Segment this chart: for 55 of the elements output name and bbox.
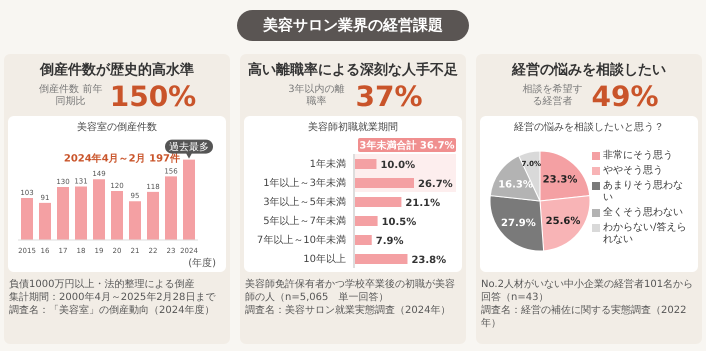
legend-label: 全くそう思わない <box>603 206 683 218</box>
text: 調査名：経営の補佐に関する実態調査（2022年） <box>481 304 688 330</box>
bar <box>111 191 123 240</box>
data-label: 10.0% <box>380 160 416 171</box>
legend-label: わからない/答えられない <box>603 222 688 246</box>
text: 集計期間：2000年4月～2025年2月28日まで <box>9 291 216 304</box>
y-tick-label: 1年未満 <box>310 158 346 170</box>
y-tick-label: 1年以上～3年未満 <box>263 177 346 190</box>
data-label: 26.7% <box>418 179 453 190</box>
bar <box>75 186 87 240</box>
bar <box>129 201 141 240</box>
data-label: 23.8% <box>411 255 446 266</box>
text: 経営の悩みを相談したいと思う？ <box>514 120 664 134</box>
text: 3年以内の離職率 37% <box>288 80 423 112</box>
legend-label: 非常にそう思う <box>603 150 673 162</box>
text: 美容サロン業界の経営課題 <box>237 10 469 41</box>
bar <box>147 192 159 240</box>
x-axis-title: (年度) <box>188 257 216 269</box>
band-label: 3年未満合計 36.7% <box>359 140 455 152</box>
text: No.2人材がいない中小企業の経営者101名から回答（n=43） <box>481 278 694 304</box>
bar <box>21 198 33 240</box>
annotation: 2024年4月～2月 197件 <box>64 152 180 165</box>
chart-title: 経営の悩みを相談したい <box>512 61 666 80</box>
text: 調査名：「美容室」の倒産動向（2024年度） <box>9 304 216 317</box>
data-label: 16.3% <box>498 180 533 191</box>
chart-title: 高い離職率による深刻な人手不足 <box>248 60 458 80</box>
data-label: 21.1% <box>405 198 440 209</box>
text: 美容師免許保有者かつ学校卒業後の初職が美容師の人（n=5,065 単一回答） <box>245 278 456 304</box>
y-tick-label: 5年以上～7年未満 <box>263 215 346 228</box>
chart-title: 倒産件数が歴史的高水準 <box>40 60 194 80</box>
data-label: 10.5% <box>382 217 416 228</box>
y-tick-label: 7年以上～10年未満 <box>256 234 346 246</box>
bar <box>57 186 69 240</box>
bar <box>354 235 372 245</box>
legend-label: あまりそう思わない <box>603 180 684 204</box>
annotation: 過去最多 <box>169 141 209 154</box>
legend-label: ややそう思う <box>603 164 663 176</box>
bar <box>354 197 402 207</box>
text: 負債1000万円以上・法的整理による倒産 <box>9 278 196 291</box>
bar <box>354 178 414 188</box>
data-label: 27.9% <box>501 218 536 229</box>
data-label: 25.6% <box>546 216 580 228</box>
y-tick-label: 3年以上～5年未満 <box>263 196 346 208</box>
data-label: 23.3% <box>542 174 578 186</box>
bar <box>354 159 376 169</box>
chart-subtitle: 美容師初職就業期間 <box>308 120 398 134</box>
chart-subtitle: 美容室の倒産件数 <box>77 120 157 134</box>
bar <box>354 254 408 264</box>
bar <box>93 179 105 240</box>
text: 調査名：美容サロン就業実態調査（2024年） <box>245 304 452 317</box>
data-label: 7.9% <box>376 236 404 247</box>
bar <box>165 176 177 240</box>
bar <box>354 216 378 226</box>
bar <box>39 202 51 240</box>
y-tick-label: 10年以上 <box>303 253 346 266</box>
